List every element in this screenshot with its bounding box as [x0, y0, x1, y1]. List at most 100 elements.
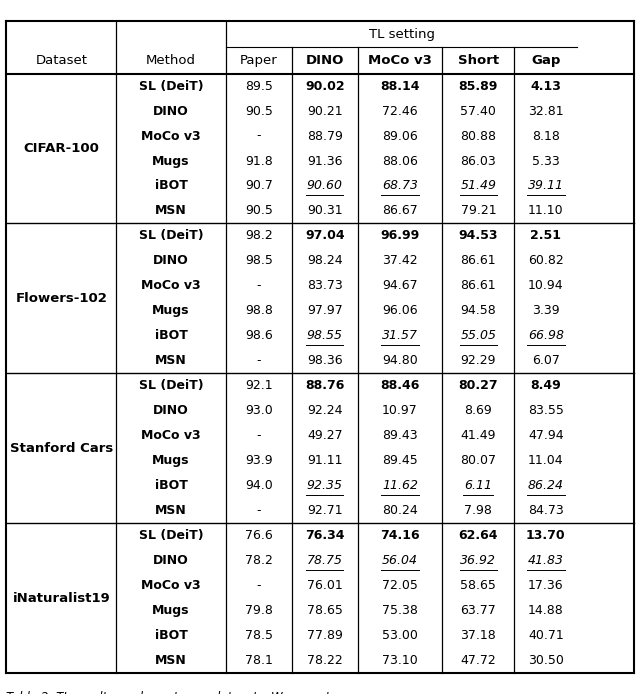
Text: 11.04: 11.04 [528, 455, 564, 467]
Text: 3.39: 3.39 [532, 305, 559, 317]
Text: 39.11: 39.11 [528, 180, 564, 192]
Text: 55.05: 55.05 [460, 330, 497, 342]
Text: 90.21: 90.21 [307, 105, 342, 117]
Text: 41.83: 41.83 [528, 555, 564, 567]
Text: 56.04: 56.04 [382, 555, 418, 567]
Text: Mugs: Mugs [152, 305, 190, 317]
Text: MSN: MSN [155, 654, 187, 667]
Text: MoCo v3: MoCo v3 [141, 280, 201, 292]
Text: 78.65: 78.65 [307, 604, 342, 617]
Text: 90.5: 90.5 [245, 105, 273, 117]
Text: -: - [257, 505, 261, 517]
Text: 88.79: 88.79 [307, 130, 342, 142]
Text: 86.61: 86.61 [461, 255, 496, 267]
Text: 93.0: 93.0 [245, 405, 273, 417]
Text: iBOT: iBOT [155, 330, 188, 342]
Text: 62.64: 62.64 [459, 530, 498, 542]
Text: 94.53: 94.53 [459, 230, 498, 242]
Text: 88.06: 88.06 [382, 155, 418, 167]
Text: iBOT: iBOT [155, 629, 188, 642]
Text: 11.62: 11.62 [382, 480, 418, 492]
Text: 98.36: 98.36 [307, 355, 342, 367]
Text: 49.27: 49.27 [307, 430, 342, 442]
Text: SL (DeiT): SL (DeiT) [139, 380, 204, 392]
Text: 37.18: 37.18 [461, 629, 496, 642]
Text: 92.29: 92.29 [461, 355, 496, 367]
Text: 97.04: 97.04 [305, 230, 344, 242]
Text: SL (DeiT): SL (DeiT) [139, 80, 204, 92]
Text: Short: Short [458, 54, 499, 67]
Text: iNaturalist19: iNaturalist19 [12, 592, 110, 604]
Text: 91.8: 91.8 [245, 155, 273, 167]
Text: 66.98: 66.98 [528, 330, 564, 342]
Text: 96.06: 96.06 [382, 305, 418, 317]
Text: MSN: MSN [155, 205, 187, 217]
Text: 79.8: 79.8 [245, 604, 273, 617]
Text: Table 2: TL results on downstream datasets. We report...: Table 2: TL results on downstream datase… [6, 691, 342, 694]
Text: Flowers-102: Flowers-102 [15, 292, 108, 305]
Text: 78.5: 78.5 [245, 629, 273, 642]
Text: Mugs: Mugs [152, 455, 190, 467]
Text: 47.72: 47.72 [461, 654, 496, 667]
Text: 90.02: 90.02 [305, 80, 344, 92]
Text: -: - [257, 430, 261, 442]
Text: 78.22: 78.22 [307, 654, 342, 667]
Text: 14.88: 14.88 [528, 604, 564, 617]
Text: 31.57: 31.57 [382, 330, 418, 342]
Text: 94.58: 94.58 [461, 305, 496, 317]
Text: DINO: DINO [153, 255, 189, 267]
Text: 74.16: 74.16 [380, 530, 420, 542]
Text: 63.77: 63.77 [461, 604, 496, 617]
Text: Dataset: Dataset [35, 54, 87, 67]
Text: 79.21: 79.21 [461, 205, 496, 217]
Text: DINO: DINO [153, 555, 189, 567]
Text: 92.1: 92.1 [245, 380, 273, 392]
Text: Method: Method [146, 54, 196, 67]
Text: 90.60: 90.60 [307, 180, 342, 192]
Text: CIFAR-100: CIFAR-100 [23, 142, 99, 155]
Text: MSN: MSN [155, 505, 187, 517]
Text: Gap: Gap [531, 54, 561, 67]
Text: -: - [257, 579, 261, 592]
Text: 76.6: 76.6 [245, 530, 273, 542]
Text: 97.97: 97.97 [307, 305, 342, 317]
Text: 96.99: 96.99 [380, 230, 420, 242]
Text: Mugs: Mugs [152, 155, 190, 167]
Text: TL setting: TL setting [369, 28, 435, 40]
Text: 30.50: 30.50 [528, 654, 564, 667]
Text: 93.9: 93.9 [245, 455, 273, 467]
Text: 89.5: 89.5 [245, 80, 273, 92]
Text: 83.73: 83.73 [307, 280, 342, 292]
Text: 78.75: 78.75 [307, 555, 342, 567]
Text: 7.98: 7.98 [465, 505, 492, 517]
Text: 88.46: 88.46 [380, 380, 420, 392]
Text: 98.2: 98.2 [245, 230, 273, 242]
Text: 47.94: 47.94 [528, 430, 564, 442]
Text: 86.67: 86.67 [382, 205, 418, 217]
Text: iBOT: iBOT [155, 180, 188, 192]
Text: 6.11: 6.11 [465, 480, 492, 492]
Text: 10.94: 10.94 [528, 280, 564, 292]
Text: SL (DeiT): SL (DeiT) [139, 530, 204, 542]
Text: 75.38: 75.38 [382, 604, 418, 617]
Text: 51.49: 51.49 [460, 180, 497, 192]
Text: 32.81: 32.81 [528, 105, 564, 117]
Text: 85.89: 85.89 [459, 80, 498, 92]
Text: 89.06: 89.06 [382, 130, 418, 142]
Text: 88.14: 88.14 [380, 80, 420, 92]
Text: 80.24: 80.24 [382, 505, 418, 517]
Text: -: - [257, 280, 261, 292]
Text: DINO: DINO [153, 405, 189, 417]
Text: 90.5: 90.5 [245, 205, 273, 217]
Text: 78.2: 78.2 [245, 555, 273, 567]
Text: 86.03: 86.03 [461, 155, 496, 167]
Text: 11.10: 11.10 [528, 205, 564, 217]
Text: 94.80: 94.80 [382, 355, 418, 367]
Text: Mugs: Mugs [152, 604, 190, 617]
Text: 57.40: 57.40 [460, 105, 496, 117]
Text: 92.35: 92.35 [307, 480, 342, 492]
Text: 91.11: 91.11 [307, 455, 342, 467]
Text: 94.0: 94.0 [245, 480, 273, 492]
Text: 58.65: 58.65 [460, 579, 496, 592]
Text: MoCo v3: MoCo v3 [141, 130, 201, 142]
